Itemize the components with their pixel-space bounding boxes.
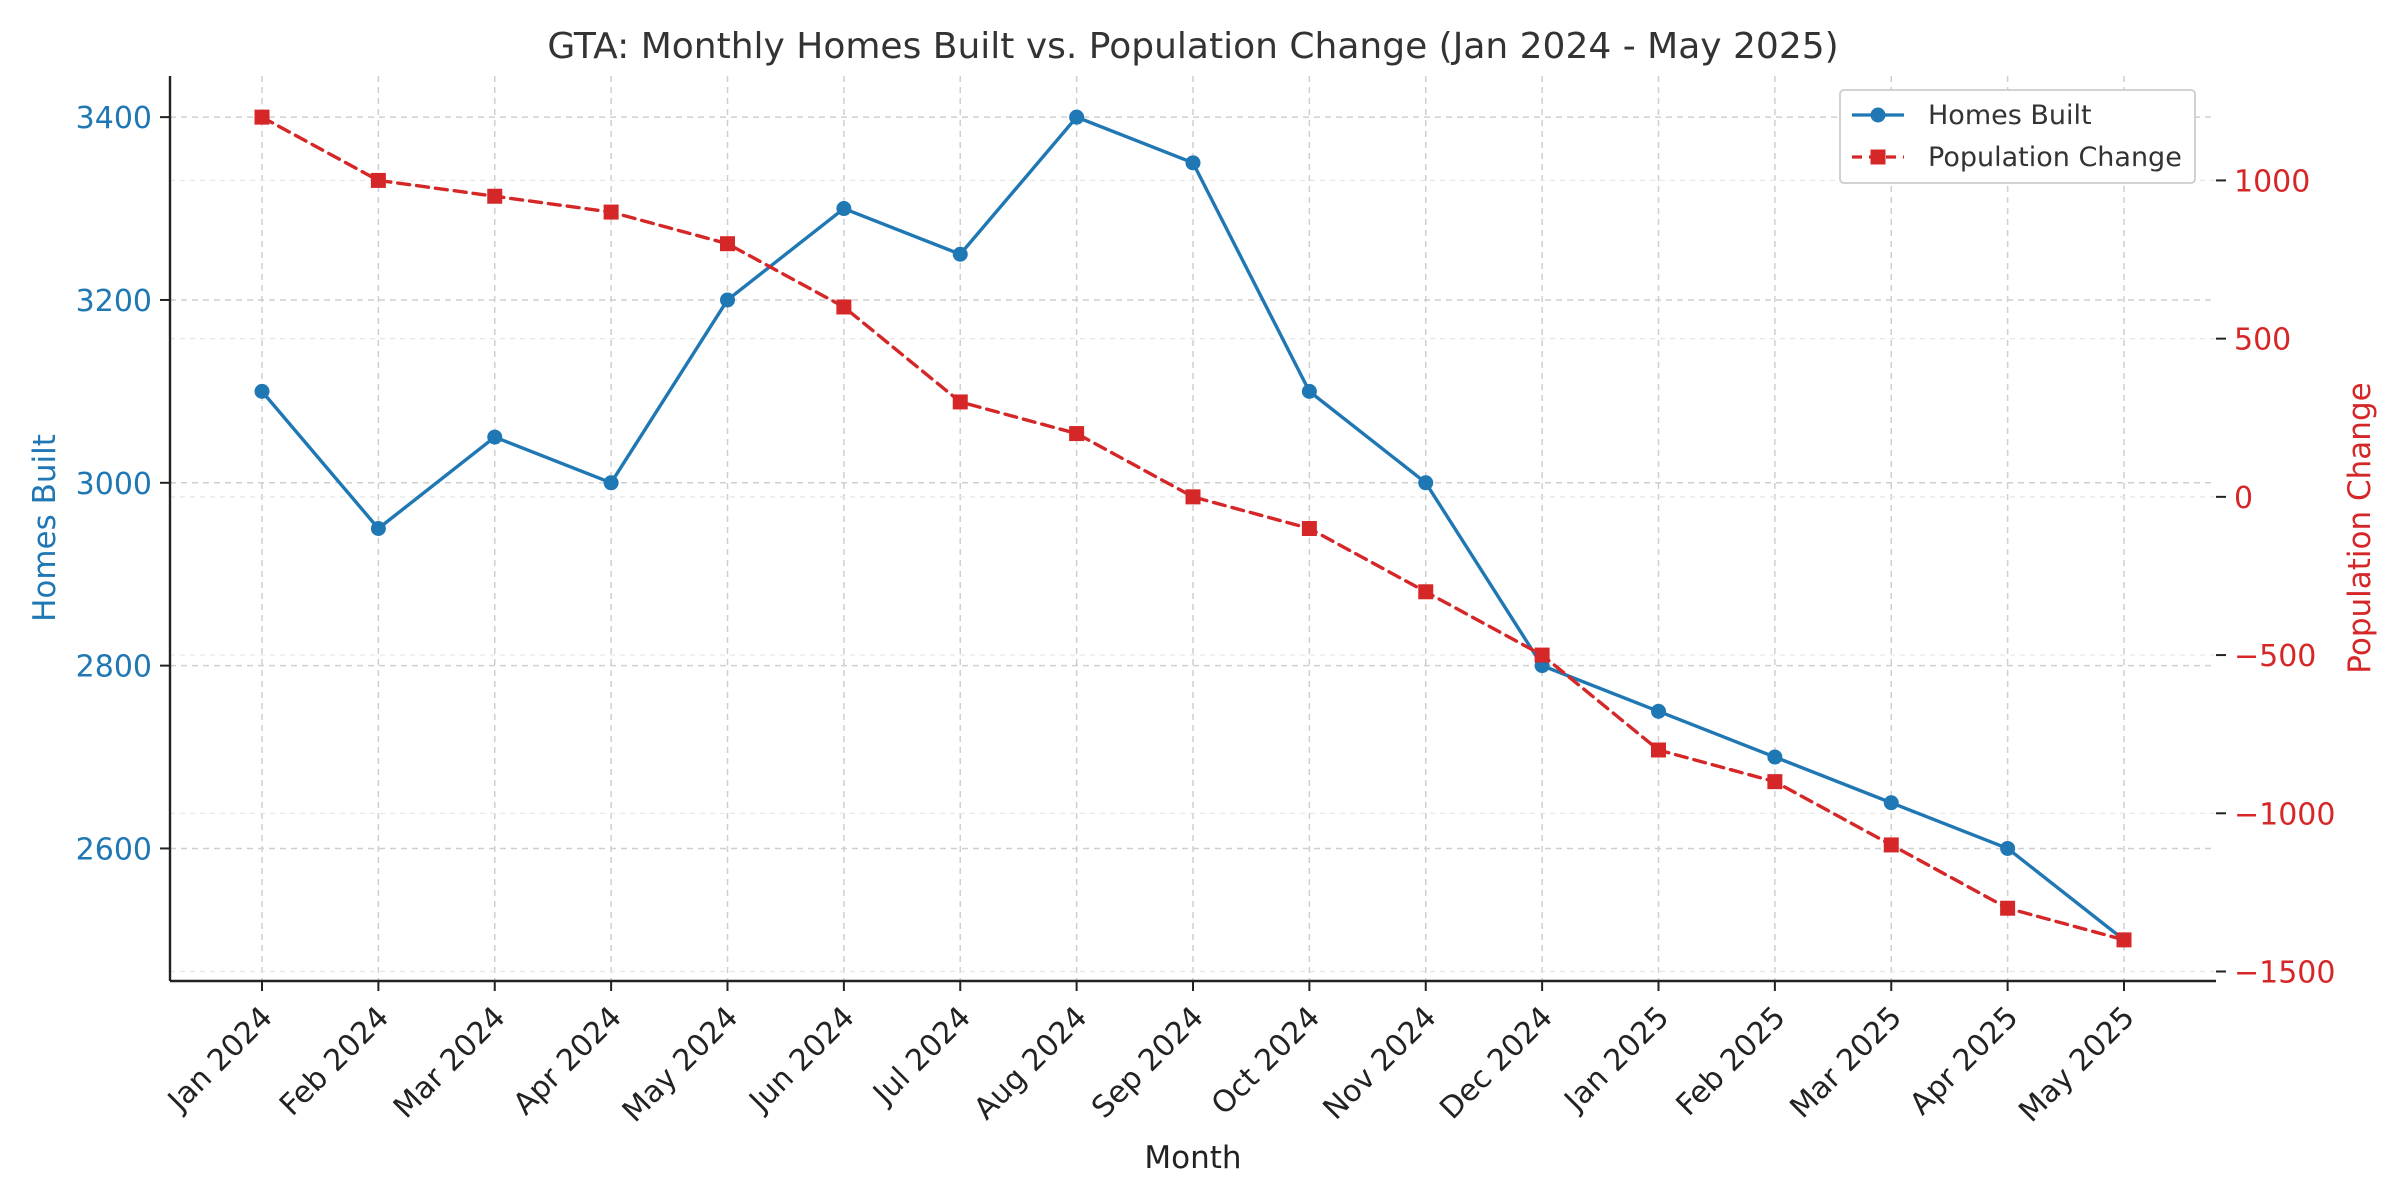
data-point-population-change-feb-2024 bbox=[370, 172, 386, 188]
x-tick-label-dec-2024: Dec 2024 bbox=[1433, 1000, 1560, 1127]
chart-title: GTA: Monthly Homes Built vs. Population … bbox=[547, 26, 1838, 67]
data-point-population-change-dec-2024 bbox=[1534, 647, 1550, 663]
data-point-homes-built-jan-2025 bbox=[1651, 703, 1666, 719]
x-tick-label-oct-2024: Oct 2024 bbox=[1205, 1000, 1327, 1122]
x-tick-label-jun-2024: Jun 2024 bbox=[741, 1000, 861, 1120]
grid-layer bbox=[170, 76, 2216, 981]
x-tick-label-apr-2024: Apr 2024 bbox=[507, 1000, 629, 1122]
legend-marker-homes-built bbox=[1870, 107, 1886, 123]
legend: Homes Built Population Change bbox=[1839, 89, 2196, 184]
data-point-homes-built-apr-2025 bbox=[2000, 840, 2016, 856]
x-tick-label-may-2024: May 2024 bbox=[616, 1000, 745, 1129]
data-point-population-change-apr-2025 bbox=[2000, 900, 2016, 916]
data-point-homes-built-may-2024 bbox=[720, 292, 735, 308]
x-tick-label-jan-2025: Jan 2025 bbox=[1557, 1000, 1677, 1120]
data-point-homes-built-aug-2024 bbox=[1069, 109, 1085, 125]
x-tick-label-jul-2024: Jul 2024 bbox=[865, 1000, 977, 1112]
data-point-population-change-jan-2024 bbox=[254, 109, 270, 125]
data-point-homes-built-jun-2024 bbox=[836, 201, 852, 217]
y-right-tick-label-500: 500 bbox=[2234, 323, 2291, 358]
data-point-homes-built-oct-2024 bbox=[1301, 383, 1317, 399]
x-tick-label-aug-2024: Aug 2024 bbox=[967, 1000, 1094, 1127]
y-left-tick-label-3200: 3200 bbox=[76, 284, 152, 319]
x-axis-label: Month bbox=[1144, 1140, 1241, 1176]
data-point-homes-built-jul-2024 bbox=[952, 246, 968, 262]
x-tick-label-mar-2025: Mar 2025 bbox=[1783, 1000, 1909, 1126]
data-point-population-change-sep-2024 bbox=[1185, 489, 1201, 505]
data-point-homes-built-mar-2024 bbox=[487, 429, 503, 445]
data-point-homes-built-jan-2024 bbox=[254, 383, 270, 399]
y-right-tick-label-1500: −1500 bbox=[2234, 956, 2335, 991]
data-point-population-change-mar-2024 bbox=[487, 188, 503, 204]
x-tick-label-apr-2025: Apr 2025 bbox=[1903, 1000, 2025, 1122]
legend-label-population-change: Population Change bbox=[1928, 142, 2182, 173]
x-tick-label-feb-2025: Feb 2025 bbox=[1669, 1000, 1792, 1123]
y-left-tick-label-2600: 2600 bbox=[76, 832, 152, 867]
data-point-population-change-jul-2024 bbox=[952, 394, 968, 410]
y-right-tick-label-1000: −1000 bbox=[2234, 797, 2335, 832]
y-right-axis-label: Population Change bbox=[2342, 382, 2378, 673]
data-point-population-change-apr-2024 bbox=[603, 204, 619, 220]
data-point-population-change-aug-2024 bbox=[1069, 426, 1085, 442]
y-right-tick-label-1000: 1000 bbox=[2234, 164, 2310, 199]
data-point-homes-built-sep-2024 bbox=[1185, 155, 1201, 171]
y-left-tick-label-2800: 2800 bbox=[76, 650, 152, 685]
data-point-homes-built-feb-2024 bbox=[370, 521, 386, 536]
data-point-homes-built-nov-2024 bbox=[1418, 475, 1434, 491]
data-point-population-change-feb-2025 bbox=[1767, 774, 1783, 790]
y-right-tick-label-0: 0 bbox=[2234, 481, 2253, 516]
legend-label-homes-built: Homes Built bbox=[1928, 100, 2092, 131]
x-tick-label-jan-2024: Jan 2024 bbox=[160, 1000, 280, 1120]
data-point-population-change-may-2024 bbox=[720, 236, 735, 252]
y-left-axis-label: Homes Built bbox=[27, 434, 63, 622]
data-point-population-change-mar-2025 bbox=[1883, 837, 1899, 853]
data-point-population-change-may-2025 bbox=[2116, 932, 2132, 948]
y-right-tick-label-500: −500 bbox=[2234, 639, 2316, 674]
x-tick-label-mar-2024: Mar 2024 bbox=[387, 1000, 513, 1126]
data-point-population-change-oct-2024 bbox=[1301, 521, 1317, 536]
data-point-homes-built-apr-2024 bbox=[603, 475, 619, 491]
legend-marker-population-change bbox=[1870, 149, 1886, 165]
y-left-tick-label-3000: 3000 bbox=[76, 467, 152, 502]
legend-box bbox=[1839, 89, 2196, 184]
x-tick-label-sep-2024: Sep 2024 bbox=[1085, 1000, 1210, 1125]
data-point-population-change-jan-2025 bbox=[1651, 742, 1666, 758]
data-point-population-change-jun-2024 bbox=[836, 299, 852, 315]
x-tick-label-nov-2024: Nov 2024 bbox=[1317, 1000, 1444, 1127]
labels-layer: GTA: Monthly Homes Built vs. Population … bbox=[27, 26, 2378, 1176]
x-tick-label-feb-2024: Feb 2024 bbox=[273, 1000, 396, 1123]
data-point-homes-built-feb-2025 bbox=[1767, 749, 1783, 765]
series-line-population-change bbox=[260, 115, 2126, 942]
data-point-population-change-nov-2024 bbox=[1418, 584, 1434, 600]
x-tick-label-may-2025: May 2025 bbox=[2012, 1000, 2141, 1129]
y-left-tick-label-3400: 3400 bbox=[76, 101, 152, 136]
data-point-homes-built-mar-2025 bbox=[1883, 795, 1899, 811]
series-layer bbox=[254, 109, 2132, 948]
